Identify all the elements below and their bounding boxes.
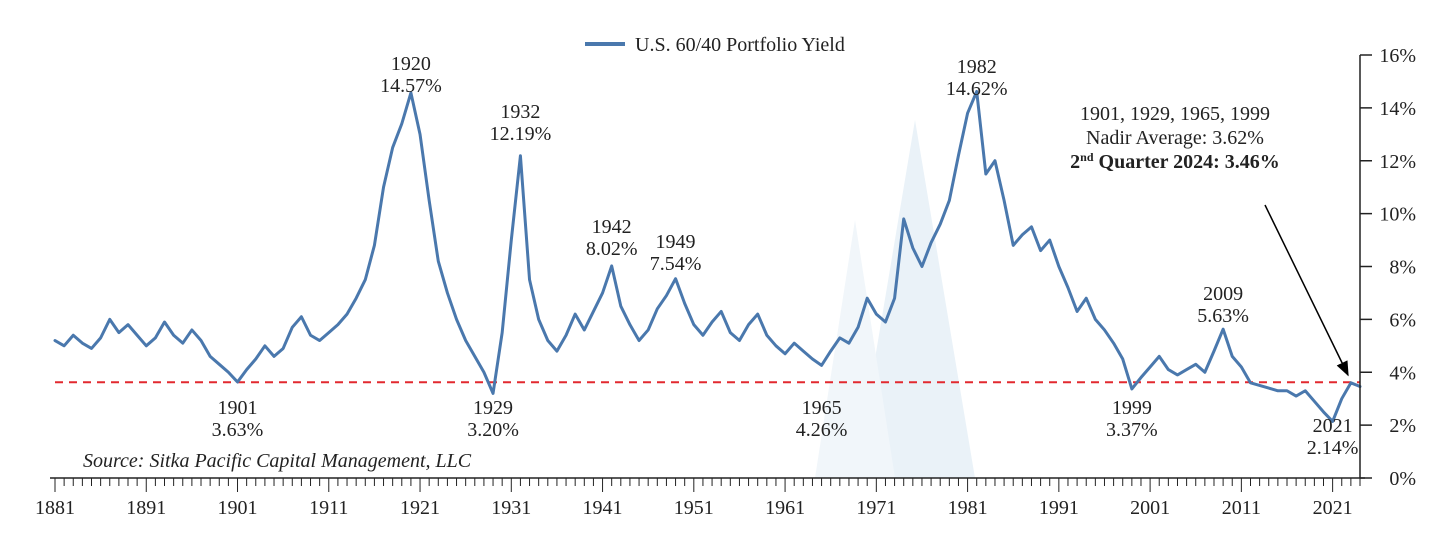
callout-text: 1901, 1929, 1965, 1999: [1080, 103, 1270, 125]
annotation-text: 3.20%: [467, 419, 519, 441]
y-tick-label: 14%: [1379, 98, 1416, 120]
x-tick-label: 1921: [400, 497, 440, 519]
annotation-text: 1949: [656, 231, 696, 253]
x-tick-label: 1981: [948, 497, 988, 519]
annotation-text: 2009: [1203, 283, 1243, 305]
callout-text: Nadir Average: 3.62%: [1086, 127, 1264, 149]
annotation-text: 14.62%: [946, 78, 1008, 100]
y-tick-label: 2%: [1389, 415, 1416, 437]
y-tick-label: 16%: [1379, 45, 1416, 67]
annotation-text: 7.54%: [650, 253, 702, 275]
x-tick-label: 1911: [309, 497, 348, 519]
portfolio-yield-chart: 1881 1891 1901 1911 1921 1931 1941 1951 1961 1971…: [0, 0, 1456, 548]
annotation-text: 1982: [957, 56, 997, 78]
annotation-text: 3.37%: [1106, 419, 1158, 441]
annotation-text: 2.14%: [1307, 437, 1359, 459]
x-tick-label: 2021: [1313, 497, 1353, 519]
annotation-text: 4.26%: [796, 419, 848, 441]
x-tick-label: 1961: [765, 497, 805, 519]
annotation-text: 1929: [473, 397, 513, 419]
y-tick-label: 10%: [1379, 204, 1416, 226]
x-tick-label: 2011: [1222, 497, 1261, 519]
x-tick-label: 1941: [583, 497, 623, 519]
y-tick-label: 0%: [1389, 468, 1416, 490]
annotation-text: 14.57%: [380, 75, 442, 97]
callout-text: 2nd Quarter 2024: 3.46%: [1070, 150, 1280, 173]
y-tick-label: 6%: [1389, 309, 1416, 331]
annotation-text: 12.19%: [490, 123, 552, 145]
x-tick-label: 1991: [1039, 497, 1079, 519]
annotation-text: 1901: [218, 397, 258, 419]
x-tick-label: 1901: [218, 497, 258, 519]
annotation-text: 1942: [592, 216, 632, 238]
y-tick-label: 4%: [1389, 362, 1416, 384]
source-text: Source: Sitka Pacific Capital Management…: [83, 450, 472, 472]
y-tick-label: 8%: [1389, 257, 1416, 279]
annotation-text: 8.02%: [586, 238, 638, 260]
annotation-text: 3.63%: [212, 419, 264, 441]
annotation-text: 5.63%: [1197, 305, 1249, 327]
annotation-text: 1999: [1112, 397, 1152, 419]
x-tick-label: 1881: [35, 497, 75, 519]
annotation-text: 1920: [391, 53, 431, 75]
annotation-text: 2021: [1313, 415, 1353, 437]
y-tick-label: 12%: [1379, 151, 1416, 173]
annotation-text: 1965: [802, 397, 842, 419]
x-tick-label: 2001: [1130, 497, 1170, 519]
legend-label: U.S. 60/40 Portfolio Yield: [635, 34, 845, 56]
x-tick-label: 1891: [126, 497, 166, 519]
annotation-text: 1932: [500, 101, 540, 123]
x-tick-label: 1951: [674, 497, 714, 519]
x-tick-label: 1971: [856, 497, 896, 519]
x-tick-label: 1931: [491, 497, 531, 519]
